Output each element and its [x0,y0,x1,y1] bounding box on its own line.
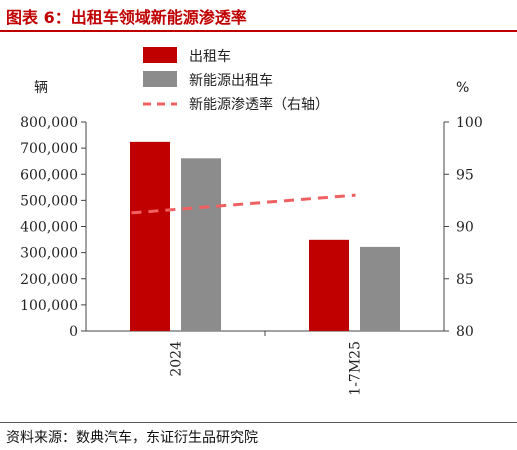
legend-swatch [143,71,177,87]
left-tick-label: 200,000 [20,272,78,288]
x-category-label: 1-7M25 [348,341,364,396]
right-tick-label: 95 [456,167,474,183]
left-tick-label: 800,000 [20,115,78,131]
legend-label: 新能源渗透率（右轴） [189,96,329,113]
right-tick-label: 80 [456,324,474,340]
bar-ev-taxi [360,246,400,331]
right-tick-label: 90 [456,220,474,236]
left-tick-label: 400,000 [20,220,78,236]
legend-label: 出租车 [189,48,231,65]
left-tick-label: 300,000 [20,246,78,262]
left-tick-label: 500,000 [20,193,78,209]
right-tick-label: 85 [456,272,474,288]
bar-ev-taxi [181,158,221,331]
left-axis-unit: 辆 [34,80,48,96]
left-tick-label: 100,000 [20,298,78,314]
x-category-label: 2024 [169,341,185,377]
left-tick-label: 0 [69,324,78,340]
left-tick-label: 700,000 [20,141,78,157]
title-rule [0,30,517,32]
right-axis-unit: % [456,80,469,96]
legend-label: 新能源出租车 [189,72,273,89]
penetration-rate-line [131,193,356,215]
right-tick-label: 100 [456,115,483,131]
source-rule [0,422,517,423]
source-note: 资料来源：数典汽车，东证衍生品研究院 [6,430,258,446]
figure-title: 图表 6：出租车领域新能源渗透率 [6,8,247,27]
left-tick-label: 600,000 [20,167,78,183]
bar-taxi [309,239,349,331]
bar-taxi [130,141,170,331]
legend-swatch [143,47,177,63]
chart: 0 100,000 200,000 300,000 400,000 500,000 600,… [20,47,483,396]
